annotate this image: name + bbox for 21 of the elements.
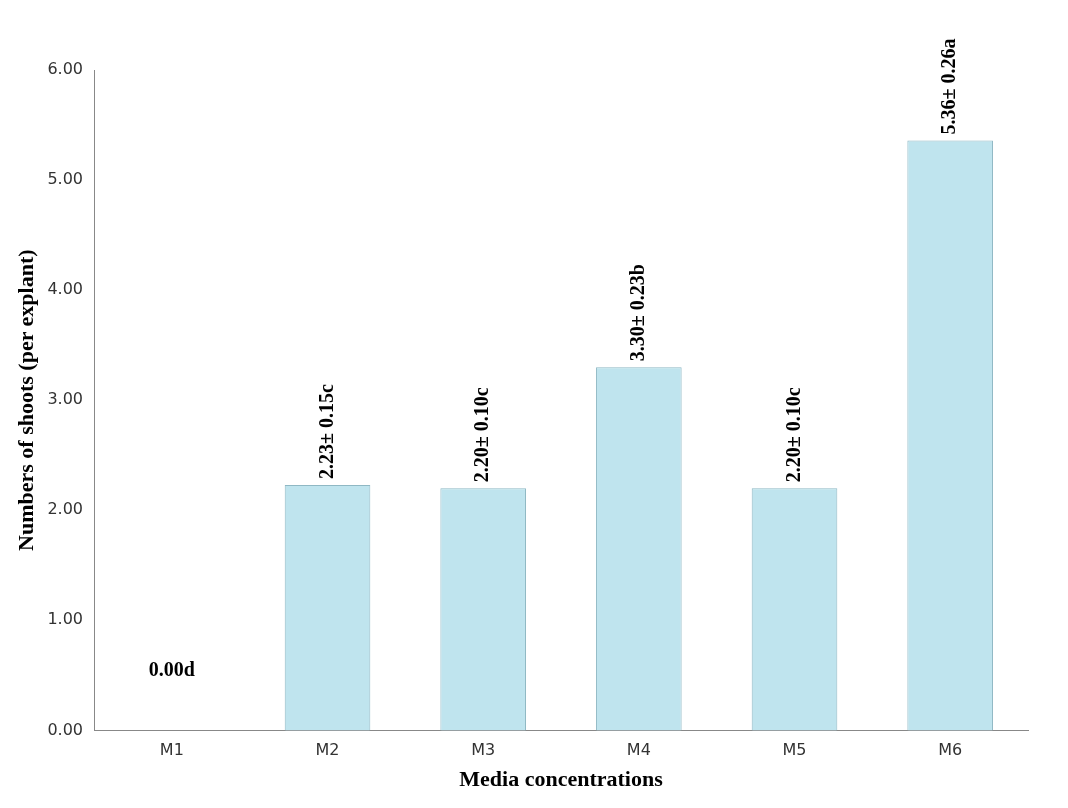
- x-tick-label: M6: [938, 740, 963, 760]
- y-tick-label: 6.00: [47, 59, 84, 79]
- data-label: 2.23± 0.15c: [314, 383, 337, 479]
- data-label: 2.20± 0.10c: [781, 387, 804, 483]
- x-tick-label: M3: [471, 740, 496, 760]
- y-tick-label: 0.00: [47, 719, 84, 739]
- data-label: 5.36± 0.26a: [937, 38, 960, 135]
- data-label: 3.30± 0.23b: [626, 264, 649, 362]
- x-tick-label: M2: [315, 740, 340, 760]
- x-axis-title: Media concentrations: [459, 766, 664, 792]
- x-tick-label: M1: [159, 740, 184, 760]
- x-tick-label: M5: [782, 740, 807, 760]
- y-tick-label: 2.00: [47, 499, 84, 519]
- data-label: 0.00d: [148, 657, 195, 680]
- x-tick-label: M4: [626, 740, 651, 760]
- y-tick-label: 5.00: [47, 169, 84, 189]
- y-tick-label: 1.00: [47, 609, 84, 629]
- data-label: 2.20± 0.10c: [470, 387, 493, 483]
- y-tick-label: 3.00: [47, 389, 84, 409]
- y-axis-title: Numbers of shoots (per explant): [12, 249, 38, 551]
- y-tick-label: 4.00: [47, 279, 84, 299]
